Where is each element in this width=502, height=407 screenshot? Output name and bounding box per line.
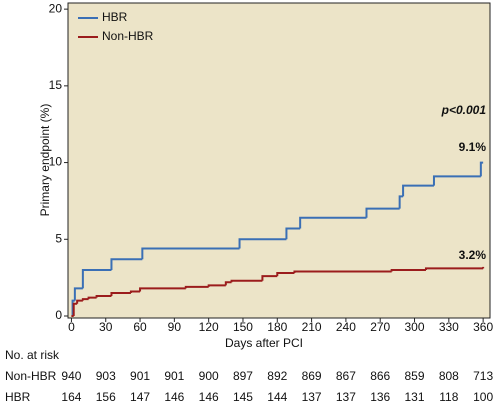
- km-step: [184, 285, 209, 289]
- x-tick-label: 300: [405, 320, 425, 334]
- risk-count: 147: [130, 390, 150, 404]
- km-step: [402, 184, 434, 197]
- x-tick-label: 270: [370, 320, 390, 334]
- km-step: [87, 296, 97, 300]
- x-tick-label: 120: [199, 320, 219, 334]
- km-step: [76, 299, 83, 304]
- risk-count: 713: [473, 369, 493, 383]
- km-step: [261, 275, 278, 281]
- y-axis-label: Primary endpoint (%): [38, 104, 52, 217]
- km-step: [432, 175, 481, 186]
- x-tick-label: 180: [267, 320, 287, 334]
- km-step: [141, 247, 240, 260]
- risk-count: 144: [267, 390, 287, 404]
- x-tick-label: 150: [233, 320, 253, 334]
- hbr-end-label: 9.1%: [459, 140, 487, 154]
- non-hbr-end-label: 3.2%: [459, 248, 487, 262]
- risk-count: 859: [405, 369, 425, 383]
- km-step: [71, 299, 75, 316]
- km-step: [276, 272, 295, 277]
- risk-count: 866: [370, 369, 390, 383]
- y-tick-label: 20: [49, 1, 63, 15]
- risk-row-label: Non-HBR: [5, 369, 57, 383]
- km-step: [299, 216, 367, 229]
- km-step: [207, 284, 226, 287]
- km-step: [72, 302, 78, 316]
- x-tick-label: 210: [302, 320, 322, 334]
- km-step: [224, 281, 232, 286]
- y-tick-label: 5: [55, 231, 62, 245]
- y-tick-label: 0: [55, 308, 62, 322]
- risk-count: 131: [405, 390, 425, 404]
- risk-count: 100: [473, 390, 493, 404]
- km-step: [73, 287, 83, 301]
- km-step: [95, 295, 112, 298]
- risk-count: 136: [370, 390, 390, 404]
- x-tick-label: 60: [133, 320, 147, 334]
- risk-count: 137: [336, 390, 356, 404]
- risk-count: 146: [199, 390, 219, 404]
- risk-count: 118: [439, 390, 458, 404]
- risk-count: 146: [164, 390, 184, 404]
- x-tick-label: 330: [439, 320, 459, 334]
- x-tick-label: 30: [99, 320, 113, 334]
- risk-count: 867: [336, 369, 356, 383]
- risk-count: 156: [96, 390, 116, 404]
- km-step: [293, 270, 392, 274]
- km-step: [139, 287, 186, 292]
- km-step: [479, 161, 484, 177]
- legend-label: HBR: [102, 10, 128, 24]
- risk-count: 897: [233, 369, 253, 383]
- x-tick-label: 360: [473, 320, 493, 334]
- x-tick-label: 240: [336, 320, 356, 334]
- risk-count: 137: [302, 390, 322, 404]
- y-tick-label: 15: [49, 78, 63, 92]
- x-tick-label: 90: [168, 320, 182, 334]
- x-tick-label: 0: [68, 320, 75, 334]
- km-step: [81, 298, 89, 301]
- risk-count: 940: [61, 369, 81, 383]
- km-step: [230, 279, 263, 283]
- risk-count: 164: [61, 390, 81, 404]
- km-step: [365, 207, 400, 218]
- km-step: [81, 268, 112, 289]
- risk-count: 808: [439, 369, 459, 383]
- km-step: [238, 238, 287, 249]
- risk-count: 901: [130, 369, 150, 383]
- km-step: [398, 195, 404, 209]
- legend-label: Non-HBR: [102, 29, 154, 43]
- risk-count: 892: [267, 369, 287, 383]
- risk-row-label: HBR: [5, 390, 31, 404]
- km-step: [110, 291, 131, 297]
- risk-count: 869: [302, 369, 322, 383]
- x-axis-label: Days after PCI: [225, 336, 303, 350]
- p-value: p<0.001: [441, 103, 487, 117]
- risk-table-title: No. at risk: [5, 348, 60, 362]
- risk-count: 900: [199, 369, 219, 383]
- risk-count: 903: [96, 369, 116, 383]
- y-tick-label: 10: [49, 155, 63, 169]
- km-step: [424, 267, 484, 270]
- km-step: [285, 227, 301, 240]
- plot-background: [67, 2, 491, 319]
- km-step: [390, 268, 426, 272]
- km-step: [129, 290, 141, 293]
- risk-count: 901: [164, 369, 184, 383]
- risk-count: 145: [233, 390, 253, 404]
- km-step: [110, 258, 143, 270]
